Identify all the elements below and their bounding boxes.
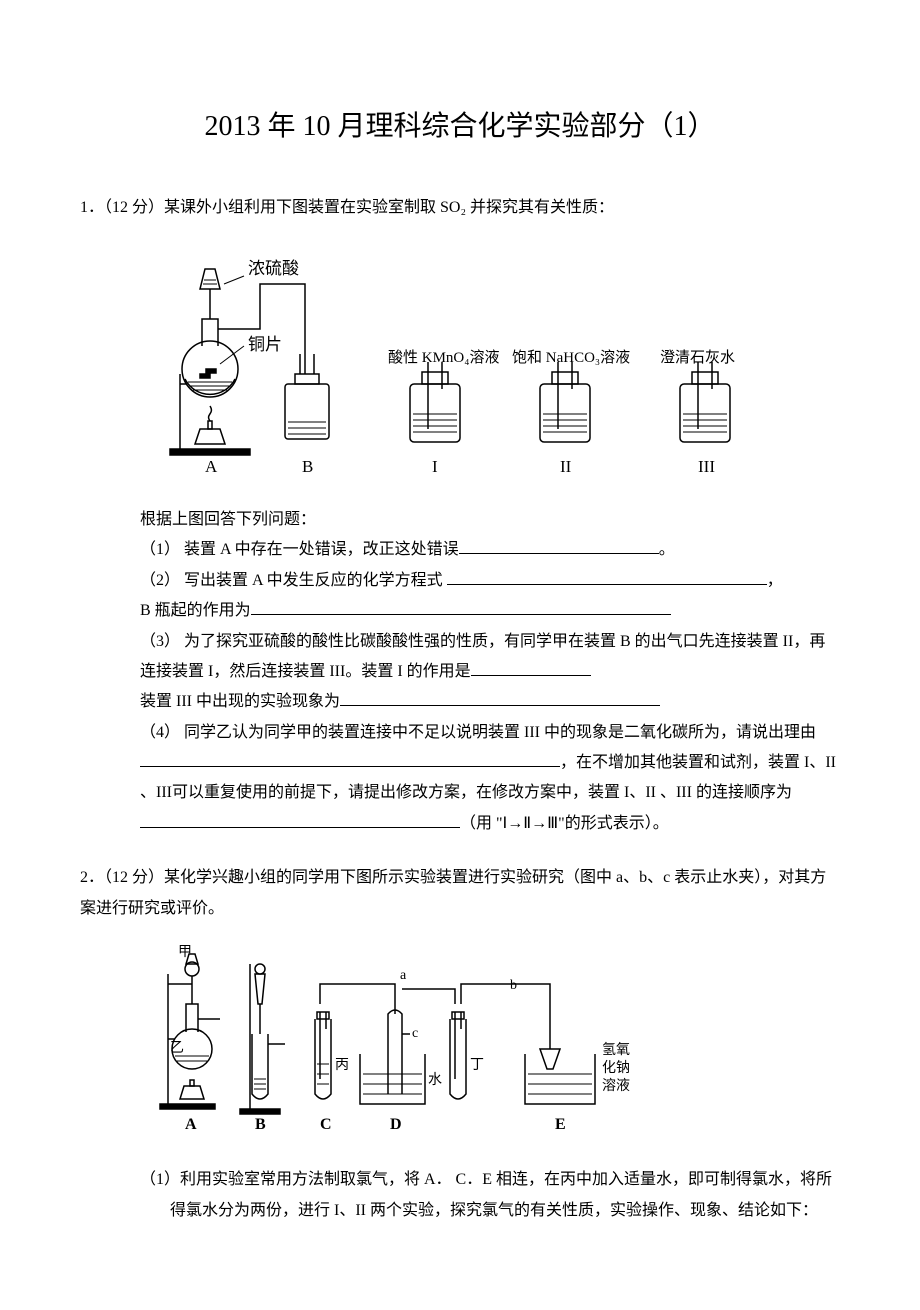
label-a: a xyxy=(400,968,407,983)
label-A: A xyxy=(205,457,218,476)
q1-intro-text: 某课外小组利用下图装置在实验室制取 SO₂ 并探究其有关性质： xyxy=(164,199,614,216)
q2-num: 2．（12 分） xyxy=(80,869,164,886)
label-C2: C xyxy=(320,1116,332,1133)
q1-prompt: 根据上图回答下列问题： xyxy=(140,505,840,535)
apparatus-svg: 浓硫酸 铜片 酸性 KMnO₄溶液 饱和 NaHCO₃溶液 澄清石灰水 A B … xyxy=(150,234,770,484)
blank xyxy=(459,536,659,555)
label-bing: 丙 xyxy=(335,1058,349,1073)
q1-part1: （1） 装置 A 中存在一处错误，改正这处错误 。 xyxy=(140,535,840,565)
label-A2: A xyxy=(185,1116,197,1133)
q1-p4end-text: （用 "Ⅰ→Ⅱ→Ⅲ"的形式表示）。 xyxy=(460,815,669,832)
q1-part3a: （3） 为了探究亚硫酸的酸性比碳酸酸性强的性质，有同学甲在装置 B 的出气口先连… xyxy=(140,627,840,688)
label-E2: E xyxy=(555,1116,566,1133)
q1-part3b: 装置 III 中出现的实验现象为 xyxy=(140,687,840,717)
q1-part2b: B 瓶起的作用为 xyxy=(140,596,840,626)
q1-p1-text: （1） 装置 A 中存在一处错误，改正这处错误 xyxy=(140,541,459,558)
blank xyxy=(140,809,460,828)
q1-part4: （4） 同学乙认为同学甲的装置连接中不足以说明装置 III 中的现象是二氧化碳所… xyxy=(140,718,840,840)
label-b: b xyxy=(510,978,517,993)
label-II: II xyxy=(560,457,572,476)
q1-p2-end: ， xyxy=(767,572,783,589)
label-ding: 丁 xyxy=(470,1058,484,1073)
blank xyxy=(251,597,671,616)
label-naoh2: 化钠 xyxy=(602,1060,630,1076)
q1-part2a: （2） 写出装置 A 中发生反应的化学方程式 ， xyxy=(140,566,840,596)
q1-p1-end: 。 xyxy=(659,541,675,558)
page-title: 2013 年 10 月理科综合化学实验部分（1） xyxy=(80,100,840,153)
label-shihuishui: 澄清石灰水 xyxy=(660,349,735,366)
label-III: III xyxy=(698,457,715,476)
q2-subquestions: （1）利用实验室常用方法制取氯气，将 A． C．E 相连，在丙中加入适量水，即可… xyxy=(80,1165,840,1226)
q1-intro: 1．（12 分）某课外小组利用下图装置在实验室制取 SO₂ 并探究其有关性质： xyxy=(80,193,840,223)
q2-intro-text: 某化学兴趣小组的同学用下图所示实验装置进行实验研究（图中 a、b、c 表示止水夹… xyxy=(80,869,826,916)
q1-num: 1．（12 分） xyxy=(80,199,164,216)
q1-p2a-text: （2） 写出装置 A 中发生反应的化学方程式 xyxy=(140,572,447,589)
label-B: B xyxy=(302,457,313,476)
label-kmno4: 酸性 KMnO₄溶液 xyxy=(388,349,499,366)
q1-p2b-text: B 瓶起的作用为 xyxy=(140,602,251,619)
label-naoh3: 溶液 xyxy=(602,1078,630,1094)
question-2: 2．（12 分）某化学兴趣小组的同学用下图所示实验装置进行实验研究（图中 a、b… xyxy=(80,863,840,1226)
blank xyxy=(140,749,560,768)
blank xyxy=(447,566,767,585)
q1-subquestions: 根据上图回答下列问题： （1） 装置 A 中存在一处错误，改正这处错误 。 （2）… xyxy=(80,505,840,839)
q1-p3b-text: 装置 III 中出现的实验现象为 xyxy=(140,693,340,710)
label-I: I xyxy=(432,457,438,476)
label-shui: 水 xyxy=(428,1072,442,1088)
q2-intro: 2．（12 分）某化学兴趣小组的同学用下图所示实验装置进行实验研究（图中 a、b… xyxy=(80,863,840,924)
label-D2: D xyxy=(390,1116,402,1133)
label-jia: 甲 xyxy=(178,945,192,960)
label-tongpian: 铜片 xyxy=(248,335,282,354)
q2-part1: （1）利用实验室常用方法制取氯气，将 A． C．E 相连，在丙中加入适量水，即可… xyxy=(170,1165,840,1226)
blank xyxy=(340,688,660,707)
label-nongliusuan: 浓硫酸 xyxy=(248,259,299,278)
label-c: c xyxy=(412,1026,418,1041)
blank xyxy=(471,657,591,676)
q2-figure: 甲 乙 a c b 丙 水 丁 氢氧 化钠 溶液 A B C D E xyxy=(80,924,840,1165)
label-naoh1: 氢氧 xyxy=(602,1042,630,1058)
label-yi: 乙 xyxy=(170,1040,184,1056)
q1-p4a-text: （4） 同学乙认为同学甲的装置连接中不足以说明装置 III 中的现象是二氧化碳所… xyxy=(140,724,816,741)
label-B2: B xyxy=(255,1116,266,1133)
label-nahco3: 饱和 NaHCO₃溶液 xyxy=(512,349,630,366)
question-1: 1．（12 分）某课外小组利用下图装置在实验室制取 SO₂ 并探究其有关性质： xyxy=(80,193,840,839)
q1-figure: 浓硫酸 铜片 酸性 KMnO₄溶液 饱和 NaHCO₃溶液 澄清石灰水 A B … xyxy=(80,224,840,505)
apparatus2-svg: 甲 乙 a c b 丙 水 丁 氢氧 化钠 溶液 A B C D E xyxy=(150,934,710,1144)
